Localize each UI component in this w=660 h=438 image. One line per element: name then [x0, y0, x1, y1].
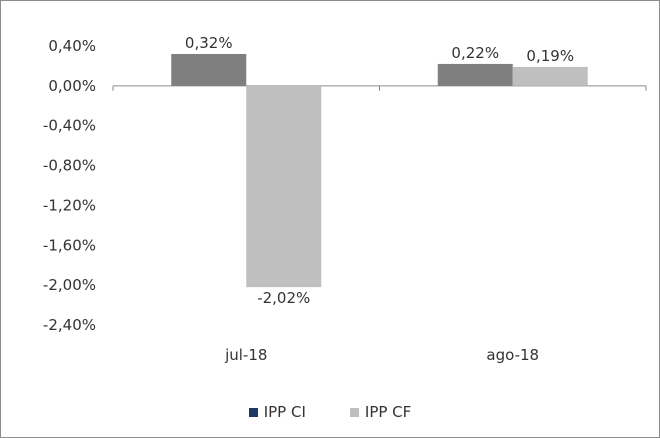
y-tick-label: 0,40% — [48, 37, 96, 55]
y-tick-label: -2,00% — [43, 276, 96, 294]
y-tick-label: -0,40% — [43, 117, 96, 135]
data-label: 0,22% — [451, 44, 499, 62]
legend-label-ipp-ci: IPP CI — [263, 403, 306, 421]
bar — [512, 66, 588, 86]
legend-item-ipp-ci: IPP CI — [248, 403, 306, 421]
legend-item-ipp-cf: IPP CF — [349, 403, 412, 421]
data-label: 0,19% — [526, 47, 574, 65]
y-tick-label: 0,00% — [48, 77, 96, 95]
data-label: 0,32% — [185, 34, 233, 52]
bar — [246, 85, 322, 288]
data-label: -2,02% — [257, 289, 310, 307]
x-tick-label: jul-18 — [224, 346, 267, 364]
bar — [437, 63, 513, 86]
legend-swatch-ipp-ci — [248, 407, 258, 417]
x-tick-label: ago-18 — [486, 346, 539, 364]
bar — [171, 53, 247, 86]
y-tick-label: -1,60% — [43, 236, 96, 254]
y-tick-label: -1,20% — [43, 196, 96, 214]
legend-label-ipp-cf: IPP CF — [364, 403, 412, 421]
legend: IPP CI IPP CF — [1, 403, 659, 421]
legend-swatch-ipp-cf — [349, 407, 359, 417]
y-tick-label: -2,40% — [43, 316, 96, 334]
bar-chart: 0,40% 0,00% -0,40% -0,80% -1,20% -1,60% -2,00%… — [43, 34, 647, 364]
y-tick-label: -0,80% — [43, 157, 96, 175]
